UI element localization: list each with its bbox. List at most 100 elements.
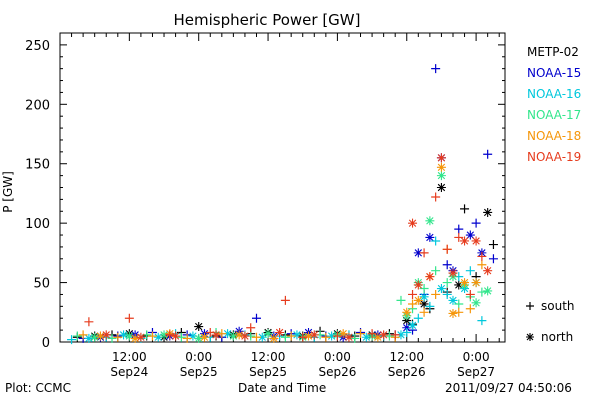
- south-point: [78, 330, 88, 340]
- y-axis: 0 50 100 150 200 250: [25, 39, 505, 351]
- north-point: [275, 327, 285, 337]
- south-point: [251, 332, 261, 342]
- north-point: [90, 332, 100, 342]
- north-point: [171, 331, 181, 341]
- north-point: [269, 333, 279, 343]
- x-axis: 12:00Sep240:00Sep2512:00Sep250:00Sep2612…: [71, 33, 500, 379]
- north-point: [460, 278, 470, 288]
- x-tick-date-label: Sep26: [318, 365, 356, 379]
- south-point: [465, 289, 475, 299]
- south-point: [419, 284, 429, 294]
- south-point: [425, 301, 435, 311]
- north-point: [436, 153, 446, 163]
- north-point: [124, 331, 134, 341]
- south-point: [431, 236, 441, 246]
- north-point: [153, 332, 163, 342]
- south-point: [419, 248, 429, 258]
- north-point: [304, 331, 314, 341]
- legend-entry: NOAA-17: [527, 108, 581, 122]
- north-point: [373, 332, 383, 342]
- legend: METP-02 NOAA-15 NOAA-16 NOAA-17 NOAA-18 NOAA-…: [527, 45, 581, 164]
- north-point: [95, 331, 105, 341]
- south-point: [367, 329, 377, 339]
- north-point: [396, 330, 406, 340]
- south-point: [488, 240, 498, 250]
- south-point: [246, 323, 256, 333]
- x-tick-date-label: Sep27: [457, 365, 495, 379]
- y-tick-label: 50: [33, 277, 50, 292]
- north-point: [240, 331, 250, 341]
- south-point: [431, 192, 441, 202]
- north-point: [199, 332, 209, 342]
- north-point: [234, 330, 244, 340]
- south-point: [483, 149, 493, 159]
- north-point: [136, 332, 146, 342]
- south-point: [408, 289, 418, 299]
- north-point: [292, 330, 302, 340]
- south-point: [460, 204, 470, 214]
- x-tick-date-label: Sep25: [249, 365, 287, 379]
- south-point: [477, 316, 487, 326]
- south-point: [477, 260, 487, 270]
- north-point: [465, 230, 475, 240]
- south-point: [350, 333, 360, 343]
- y-tick-label: 250: [25, 39, 50, 54]
- south-point: [396, 295, 406, 305]
- x-axis-label: Date and Time: [238, 381, 327, 395]
- x-tick-time-label: 0:00: [185, 350, 212, 364]
- north-point: [159, 330, 169, 340]
- north-point: [425, 232, 435, 242]
- x-tick-date-label: Sep24: [110, 365, 148, 379]
- data-points: [67, 64, 498, 345]
- north-point: [309, 330, 319, 340]
- north-point: [130, 333, 140, 343]
- north-point: [454, 280, 464, 290]
- south-point: [176, 332, 186, 342]
- north-point: [448, 295, 458, 305]
- marker-legend-label: north: [541, 330, 573, 344]
- south-point: [442, 289, 452, 299]
- marker-legend: south north: [526, 299, 575, 344]
- north-point: [460, 236, 470, 246]
- north-point: [425, 272, 435, 282]
- north-point: [413, 248, 423, 258]
- x-tick-time-label: 0:00: [463, 350, 490, 364]
- south-point: [442, 260, 452, 270]
- legend-entry: NOAA-18: [527, 129, 581, 143]
- south-point: [431, 289, 441, 299]
- north-point: [483, 207, 493, 217]
- north-point: [84, 333, 94, 343]
- south-point: [356, 329, 366, 339]
- south-point: [384, 331, 394, 341]
- south-point: [454, 307, 464, 317]
- north-point: [419, 292, 429, 302]
- south-point: [413, 313, 423, 323]
- north-point: [483, 286, 493, 296]
- north-point: [327, 331, 337, 341]
- north-point: [448, 308, 458, 318]
- south-point: [454, 299, 464, 309]
- south-point: [431, 64, 441, 74]
- y-tick-label: 100: [25, 217, 50, 232]
- x-tick-time-label: 12:00: [251, 350, 286, 364]
- south-marker-symbol: [526, 302, 534, 310]
- legend-entry: METP-02: [527, 45, 579, 59]
- north-point: [338, 329, 348, 339]
- y-tick-label: 200: [25, 98, 50, 113]
- marker-legend-label: south: [541, 299, 575, 313]
- north-point: [425, 216, 435, 226]
- north-point: [119, 330, 129, 340]
- south-point: [408, 299, 418, 309]
- south-point: [454, 224, 464, 234]
- legend-entry: NOAA-19: [527, 150, 581, 164]
- south-point: [280, 332, 290, 342]
- south-point: [217, 329, 227, 339]
- north-point: [101, 330, 111, 340]
- north-point: [436, 171, 446, 181]
- south-point: [113, 332, 123, 342]
- south-point: [165, 330, 175, 340]
- south-point: [286, 331, 296, 341]
- south-point: [419, 307, 429, 317]
- north-point: [413, 295, 423, 305]
